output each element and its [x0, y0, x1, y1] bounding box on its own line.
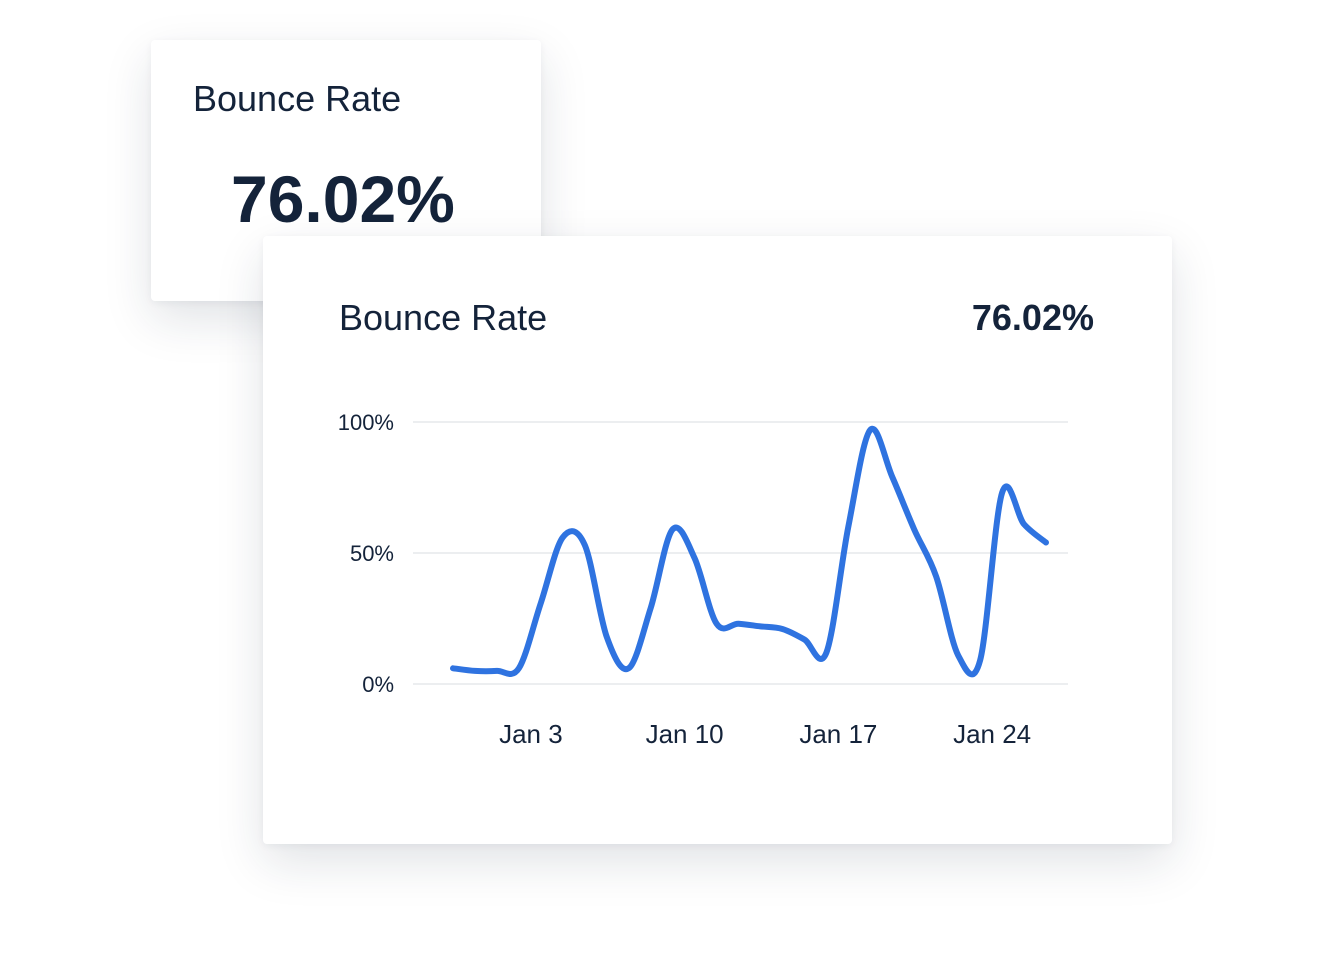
- series-line: [450, 425, 1049, 678]
- x-tick-label: Jan 3: [499, 719, 563, 749]
- y-tick-label: 50%: [350, 541, 394, 566]
- y-tick-label: 100%: [338, 410, 394, 435]
- chart-card-title: Bounce Rate: [339, 297, 548, 338]
- chart-card-value: 76.02%: [971, 297, 1094, 338]
- x-tick-label: Jan 10: [646, 719, 724, 749]
- summary-card-title: Bounce Rate: [193, 78, 402, 119]
- summary-card-value: 76.02%: [231, 162, 455, 236]
- x-tick-label: Jan 24: [953, 719, 1031, 749]
- bounce-rate-line-chart: 100% 50% 0% Jan 3 Jan 10 Jan 17 Jan 24: [338, 410, 1068, 749]
- y-tick-label: 0%: [362, 672, 394, 697]
- bounce-rate-chart-card: Bounce Rate 76.02% 100% 50% 0% Jan 3 Jan 10 J…: [263, 236, 1172, 844]
- x-tick-label: Jan 17: [799, 719, 877, 749]
